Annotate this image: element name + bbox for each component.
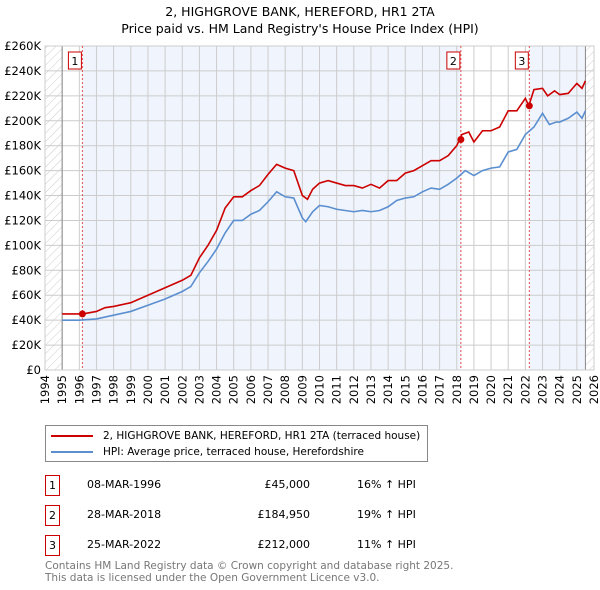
sale-label-box xyxy=(446,51,461,70)
sale-number: 3 xyxy=(45,535,60,556)
sale-number: 2 xyxy=(45,505,60,526)
x-tick-label: 2013 xyxy=(364,375,378,404)
series-line xyxy=(62,110,587,321)
hatched-region-before xyxy=(45,46,63,370)
sale-number: 1 xyxy=(45,475,60,496)
x-tick-label: 2015 xyxy=(398,375,412,404)
x-tick-label: 2000 xyxy=(141,375,155,404)
y-tick-label: £60K xyxy=(12,288,42,302)
x-tick-label: 1997 xyxy=(89,375,103,404)
sale-hpi: 11% ↑ HPI xyxy=(357,538,416,551)
sale-label: 2 xyxy=(450,55,457,68)
sale-date: 08-MAR-1996 xyxy=(87,478,162,491)
legend-label: 2, HIGHGROVE BANK, HEREFORD, HR1 2TA (te… xyxy=(103,430,421,442)
sale-label: 3 xyxy=(518,55,525,68)
sale-hpi: 16% ↑ HPI xyxy=(357,478,416,491)
x-tick-label: 2003 xyxy=(192,375,206,404)
x-tick-label: 2022 xyxy=(518,375,532,404)
y-tick-label: £80K xyxy=(12,263,42,277)
y-tick-label: £220K xyxy=(4,89,41,103)
blue-line-swatch xyxy=(51,451,93,453)
x-tick-label: 1999 xyxy=(124,375,138,404)
x-tick-label: 2009 xyxy=(295,375,309,404)
sale-date: 25-MAR-2022 xyxy=(87,538,162,551)
x-tick-label: 2026 xyxy=(587,375,600,404)
y-tick-label: £140K xyxy=(4,189,41,203)
sale-hpi: 19% ↑ HPI xyxy=(357,508,416,521)
hatched-region-after xyxy=(585,46,594,370)
y-tick-label: £240K xyxy=(4,64,41,78)
x-tick-label: 2002 xyxy=(175,375,189,404)
x-tick-label: 2019 xyxy=(467,375,481,404)
shaded-period xyxy=(82,46,461,370)
legend-item-hpi: HPI: Average price, terraced house, Here… xyxy=(51,446,364,458)
plot-frame xyxy=(44,45,595,371)
sale-point xyxy=(78,310,86,318)
y-tick-label: £20K xyxy=(12,338,42,352)
footer-licence: This data is licensed under the Open Gov… xyxy=(45,572,380,584)
x-tick-label: 2008 xyxy=(278,375,292,404)
line-chart: £0 £20K £40K £60K £80K £100K £120K £140K £160K £1… xyxy=(4,39,600,404)
legend: 2, HIGHGROVE BANK, HEREFORD, HR1 2TA (te… xyxy=(45,425,428,462)
x-tick-label: 1998 xyxy=(107,375,121,404)
chart-subtitle: Price paid vs. HM Land Registry's House … xyxy=(121,21,479,36)
x-tick-label: 2018 xyxy=(450,375,464,404)
x-tick-label: 2001 xyxy=(158,375,172,404)
x-tick-label: 2012 xyxy=(347,375,361,404)
x-tick-label: 2025 xyxy=(570,375,584,404)
x-tick-label: 1994 xyxy=(38,375,52,404)
x-tick-label: 2010 xyxy=(313,375,327,404)
sale-price: £212,000 xyxy=(257,538,311,551)
y-tick-label: £180K xyxy=(4,139,41,153)
series-line xyxy=(62,80,587,315)
footer-copyright: Contains HM Land Registry data © Crown c… xyxy=(45,560,454,572)
sale-label-box xyxy=(67,51,82,70)
x-tick-label: 2016 xyxy=(415,375,429,404)
shaded-period xyxy=(529,46,586,370)
sale-point xyxy=(525,102,533,110)
x-tick-label: 2020 xyxy=(484,375,498,404)
y-tick-label: £40K xyxy=(12,313,42,327)
y-tick-label: £160K xyxy=(4,164,41,178)
legend-item-property: 2, HIGHGROVE BANK, HEREFORD, HR1 2TA (te… xyxy=(51,430,420,442)
x-tick-label: 2007 xyxy=(261,375,275,404)
table-row: 3 25-MAR-2022 £212,000 11% ↑ HPI xyxy=(45,535,445,556)
y-tick-label: £100K xyxy=(4,238,41,252)
y-tick-label: £120K xyxy=(4,213,41,227)
sale-date: 28-MAR-2018 xyxy=(87,508,162,521)
x-tick-label: 2017 xyxy=(433,375,447,404)
sale-price: £184,950 xyxy=(257,508,311,521)
y-tick-label: £200K xyxy=(4,114,41,128)
legend-label: HPI: Average price, terraced house, Here… xyxy=(103,446,364,458)
x-tick-label: 2006 xyxy=(244,375,258,404)
x-tick-label: 2004 xyxy=(210,375,224,404)
red-line-swatch xyxy=(51,435,93,437)
x-tick-label: 2023 xyxy=(536,375,550,404)
x-tick-label: 2021 xyxy=(501,375,515,404)
x-tick-label: 2024 xyxy=(553,375,567,404)
x-tick-label: 2005 xyxy=(227,375,241,404)
table-row: 1 08-MAR-1996 £45,000 16% ↑ HPI xyxy=(45,475,445,496)
sale-label-box xyxy=(514,51,529,70)
y-tick-label: £260K xyxy=(4,39,41,53)
table-row: 2 28-MAR-2018 £184,950 19% ↑ HPI xyxy=(45,505,445,526)
sale-point xyxy=(457,136,465,144)
x-tick-label: 1996 xyxy=(72,375,86,404)
chart-title: 2, HIGHGROVE BANK, HEREFORD, HR1 2TA xyxy=(165,4,435,19)
x-tick-label: 2011 xyxy=(330,375,344,404)
sale-price: £45,000 xyxy=(264,478,311,491)
x-tick-label: 1995 xyxy=(55,375,69,404)
sale-label: 1 xyxy=(71,55,78,68)
y-tick-label: £0 xyxy=(26,363,41,377)
x-tick-label: 2014 xyxy=(381,375,395,404)
